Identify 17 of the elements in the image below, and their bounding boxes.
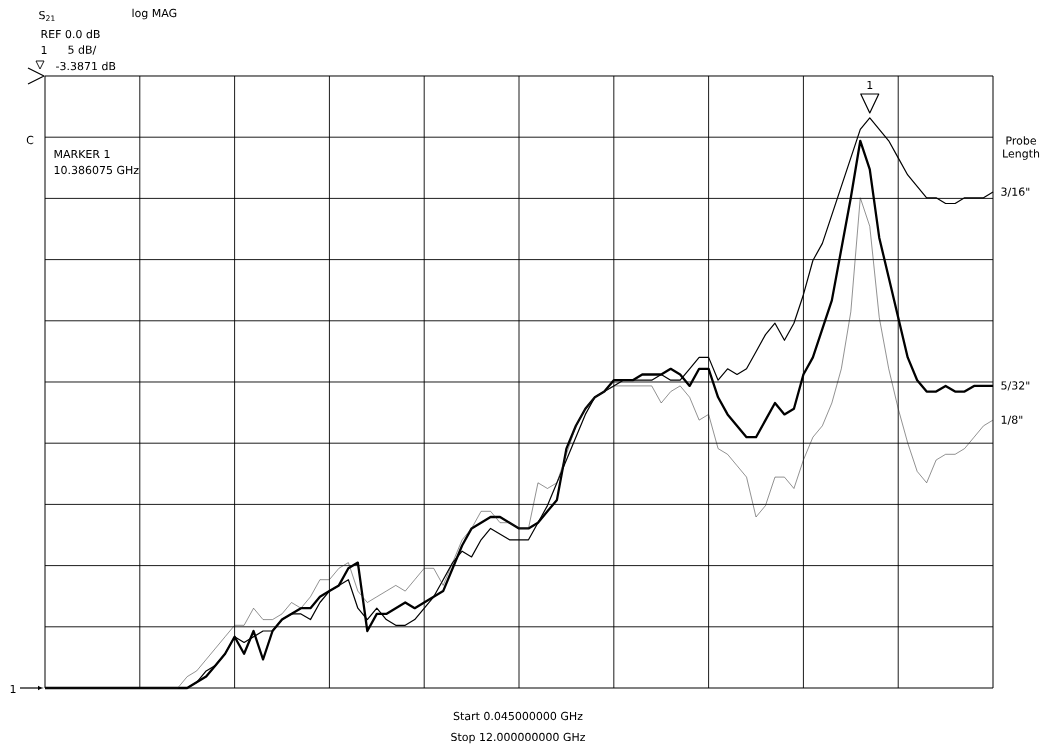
text: 1 — [10, 684, 16, 694]
series-label: 1/8" — [1001, 415, 1023, 425]
text: Stop 12.000000000 GHz — [451, 732, 586, 744]
annotation: MARKER 1 — [54, 149, 110, 158]
text: -3.3871 dB — [56, 61, 116, 71]
annotation: 10.386075 GHz — [54, 165, 139, 175]
legend-title: Probe Length — [1003, 136, 1040, 160]
text: 5 dB/ — [68, 45, 97, 55]
text: REF 0.0 dB — [41, 29, 100, 39]
text: 1 — [41, 45, 47, 54]
chart-title: S$_{21}$ — [39, 10, 55, 22]
text: Start 0.045000000 GHz — [453, 711, 583, 721]
chart-subtitle: log MAG — [132, 8, 177, 20]
text: C — [26, 135, 34, 145]
text: 1 — [867, 80, 873, 89]
series-label: 3/16" — [1001, 187, 1030, 197]
series-label: 5/32" — [1001, 381, 1030, 391]
